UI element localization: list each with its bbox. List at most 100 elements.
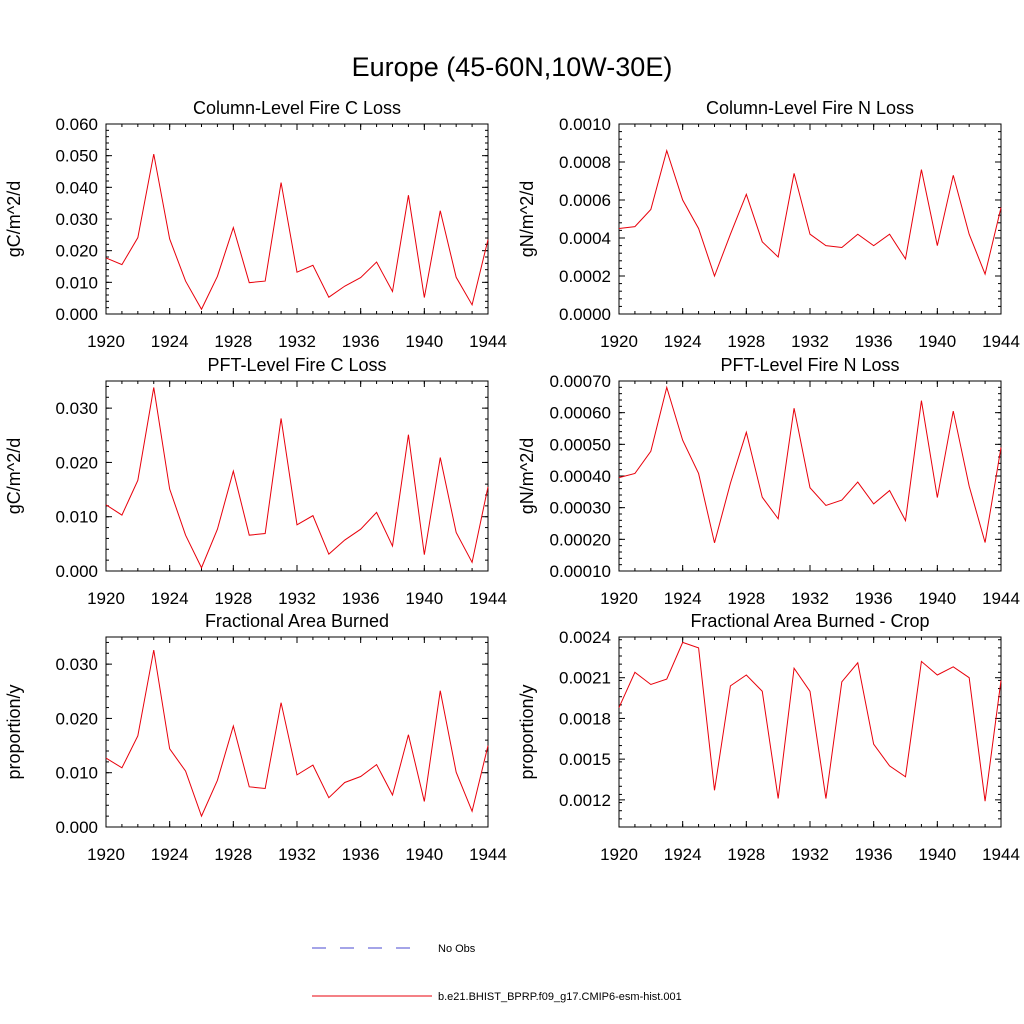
x-tick-label: 1944: [982, 589, 1020, 608]
y-tick-label: 0.0024: [559, 628, 611, 647]
panel-title: Column-Level Fire N Loss: [706, 98, 914, 118]
panel-title: Column-Level Fire C Loss: [193, 98, 401, 118]
x-tick-label: 1932: [791, 589, 829, 608]
x-tick-label: 1944: [469, 845, 507, 864]
y-tick-label: 0.00040: [550, 467, 611, 486]
x-tick-label: 1928: [214, 589, 252, 608]
x-tick-label: 1936: [855, 845, 893, 864]
x-tick-label: 1928: [727, 332, 765, 351]
series-line: [618, 385, 1002, 543]
y-axis-label: gC/m^2/d: [4, 181, 24, 257]
y-tick-label: 0.030: [55, 210, 98, 229]
series-line: [618, 641, 1002, 802]
y-axis-label: proportion/y: [4, 684, 24, 779]
y-axis-label: gC/m^2/d: [4, 438, 24, 514]
y-tick-label: 0.0021: [559, 669, 611, 688]
y-tick-label: 0.0018: [559, 709, 611, 728]
y-tick-label: 0.0012: [559, 791, 611, 810]
panel-title: PFT-Level Fire C Loss: [207, 355, 386, 375]
panel-title: PFT-Level Fire N Loss: [720, 355, 899, 375]
x-tick-label: 1936: [342, 845, 380, 864]
chart-panel-5: Fractional Area Burned proportion/y 1920 19…: [4, 611, 507, 864]
chart-panels: Column-Level Fire C Loss gC/m^2/d 1920 1924…: [4, 98, 1020, 864]
series-line: [105, 387, 489, 569]
y-tick-label: 0.00050: [550, 435, 611, 454]
y-tick-label: 0.0002: [559, 267, 611, 286]
y-tick-label: 0.010: [55, 273, 98, 292]
x-tick-label: 1936: [342, 589, 380, 608]
chart-panel-1: Column-Level Fire C Loss gC/m^2/d 1920 1924…: [4, 98, 507, 351]
y-tick-label: 0.00070: [550, 372, 611, 391]
x-tick-label: 1924: [151, 332, 189, 351]
y-tick-label: 0.000: [55, 305, 98, 324]
plot-frame: [618, 636, 1002, 828]
x-tick-label: 1920: [600, 845, 638, 864]
series-line: [105, 153, 489, 311]
x-tick-label: 1944: [982, 332, 1020, 351]
chart-panel-6: Fractional Area Burned - Crop proportion/…: [517, 611, 1020, 864]
y-tick-label: 0.060: [55, 115, 98, 134]
x-tick-label: 1924: [151, 845, 189, 864]
plot-frame: [105, 123, 489, 315]
chart-panel-3: PFT-Level Fire C Loss gC/m^2/d 1920 1924 192…: [4, 355, 507, 608]
y-tick-label: 0.0015: [559, 750, 611, 769]
y-tick-label: 0.0000: [559, 305, 611, 324]
x-tick-label: 1940: [405, 845, 443, 864]
y-tick-label: 0.010: [55, 508, 98, 527]
y-tick-label: 0.00020: [550, 530, 611, 549]
chart-panel-2: Column-Level Fire N Loss gN/m^2/d 1920 1924…: [517, 98, 1020, 351]
y-tick-label: 0.0006: [559, 191, 611, 210]
x-tick-label: 1932: [791, 845, 829, 864]
x-tick-label: 1924: [664, 845, 702, 864]
y-tick-label: 0.030: [55, 655, 98, 674]
plot-frame: [105, 636, 489, 828]
y-tick-label: 0.040: [55, 178, 98, 197]
x-tick-label: 1932: [278, 332, 316, 351]
y-tick-label: 0.020: [55, 453, 98, 472]
x-tick-label: 1932: [791, 332, 829, 351]
legend-model-label: b.e21.BHIST_BPRP.f09_g17.CMIP6-esm-hist.…: [438, 991, 682, 1003]
panel-title: Fractional Area Burned - Crop: [690, 611, 929, 631]
x-tick-label: 1924: [151, 589, 189, 608]
x-tick-label: 1940: [405, 332, 443, 351]
y-tick-label: 0.00060: [550, 404, 611, 423]
y-tick-label: 0.020: [55, 242, 98, 261]
x-tick-label: 1924: [664, 589, 702, 608]
x-tick-label: 1940: [405, 589, 443, 608]
x-tick-label: 1920: [87, 332, 125, 351]
series-line: [618, 148, 1002, 278]
y-axis-label: proportion/y: [517, 684, 537, 779]
x-tick-label: 1932: [278, 589, 316, 608]
x-tick-label: 1924: [664, 332, 702, 351]
plot-frame: [618, 380, 1002, 572]
x-tick-label: 1928: [214, 332, 252, 351]
x-tick-label: 1936: [342, 332, 380, 351]
x-tick-label: 1944: [469, 589, 507, 608]
y-tick-label: 0.050: [55, 147, 98, 166]
y-tick-label: 0.00030: [550, 499, 611, 518]
main-title: Europe (45-60N,10W-30E): [352, 52, 673, 82]
x-tick-label: 1932: [278, 845, 316, 864]
x-tick-label: 1920: [87, 845, 125, 864]
y-tick-label: 0.000: [55, 562, 98, 581]
x-tick-label: 1936: [855, 589, 893, 608]
x-tick-label: 1944: [469, 332, 507, 351]
y-axis-label: gN/m^2/d: [517, 438, 537, 514]
legend: No Obs b.e21.BHIST_BPRP.f09_g17.CMIP6-es…: [312, 943, 682, 1003]
x-tick-label: 1936: [855, 332, 893, 351]
x-tick-label: 1928: [727, 589, 765, 608]
y-tick-label: 0.00010: [550, 562, 611, 581]
chart-panel-4: PFT-Level Fire N Loss gN/m^2/d 1920 1924 192…: [517, 355, 1020, 608]
x-tick-label: 1940: [918, 589, 956, 608]
x-tick-label: 1920: [87, 589, 125, 608]
x-tick-label: 1940: [918, 332, 956, 351]
x-tick-label: 1920: [600, 332, 638, 351]
x-tick-label: 1928: [214, 845, 252, 864]
panel-title: Fractional Area Burned: [205, 611, 389, 631]
y-tick-label: 0.020: [55, 709, 98, 728]
x-tick-label: 1940: [918, 845, 956, 864]
series-line: [105, 649, 489, 818]
plot-frame: [105, 380, 489, 572]
legend-obs-label: No Obs: [438, 943, 476, 955]
